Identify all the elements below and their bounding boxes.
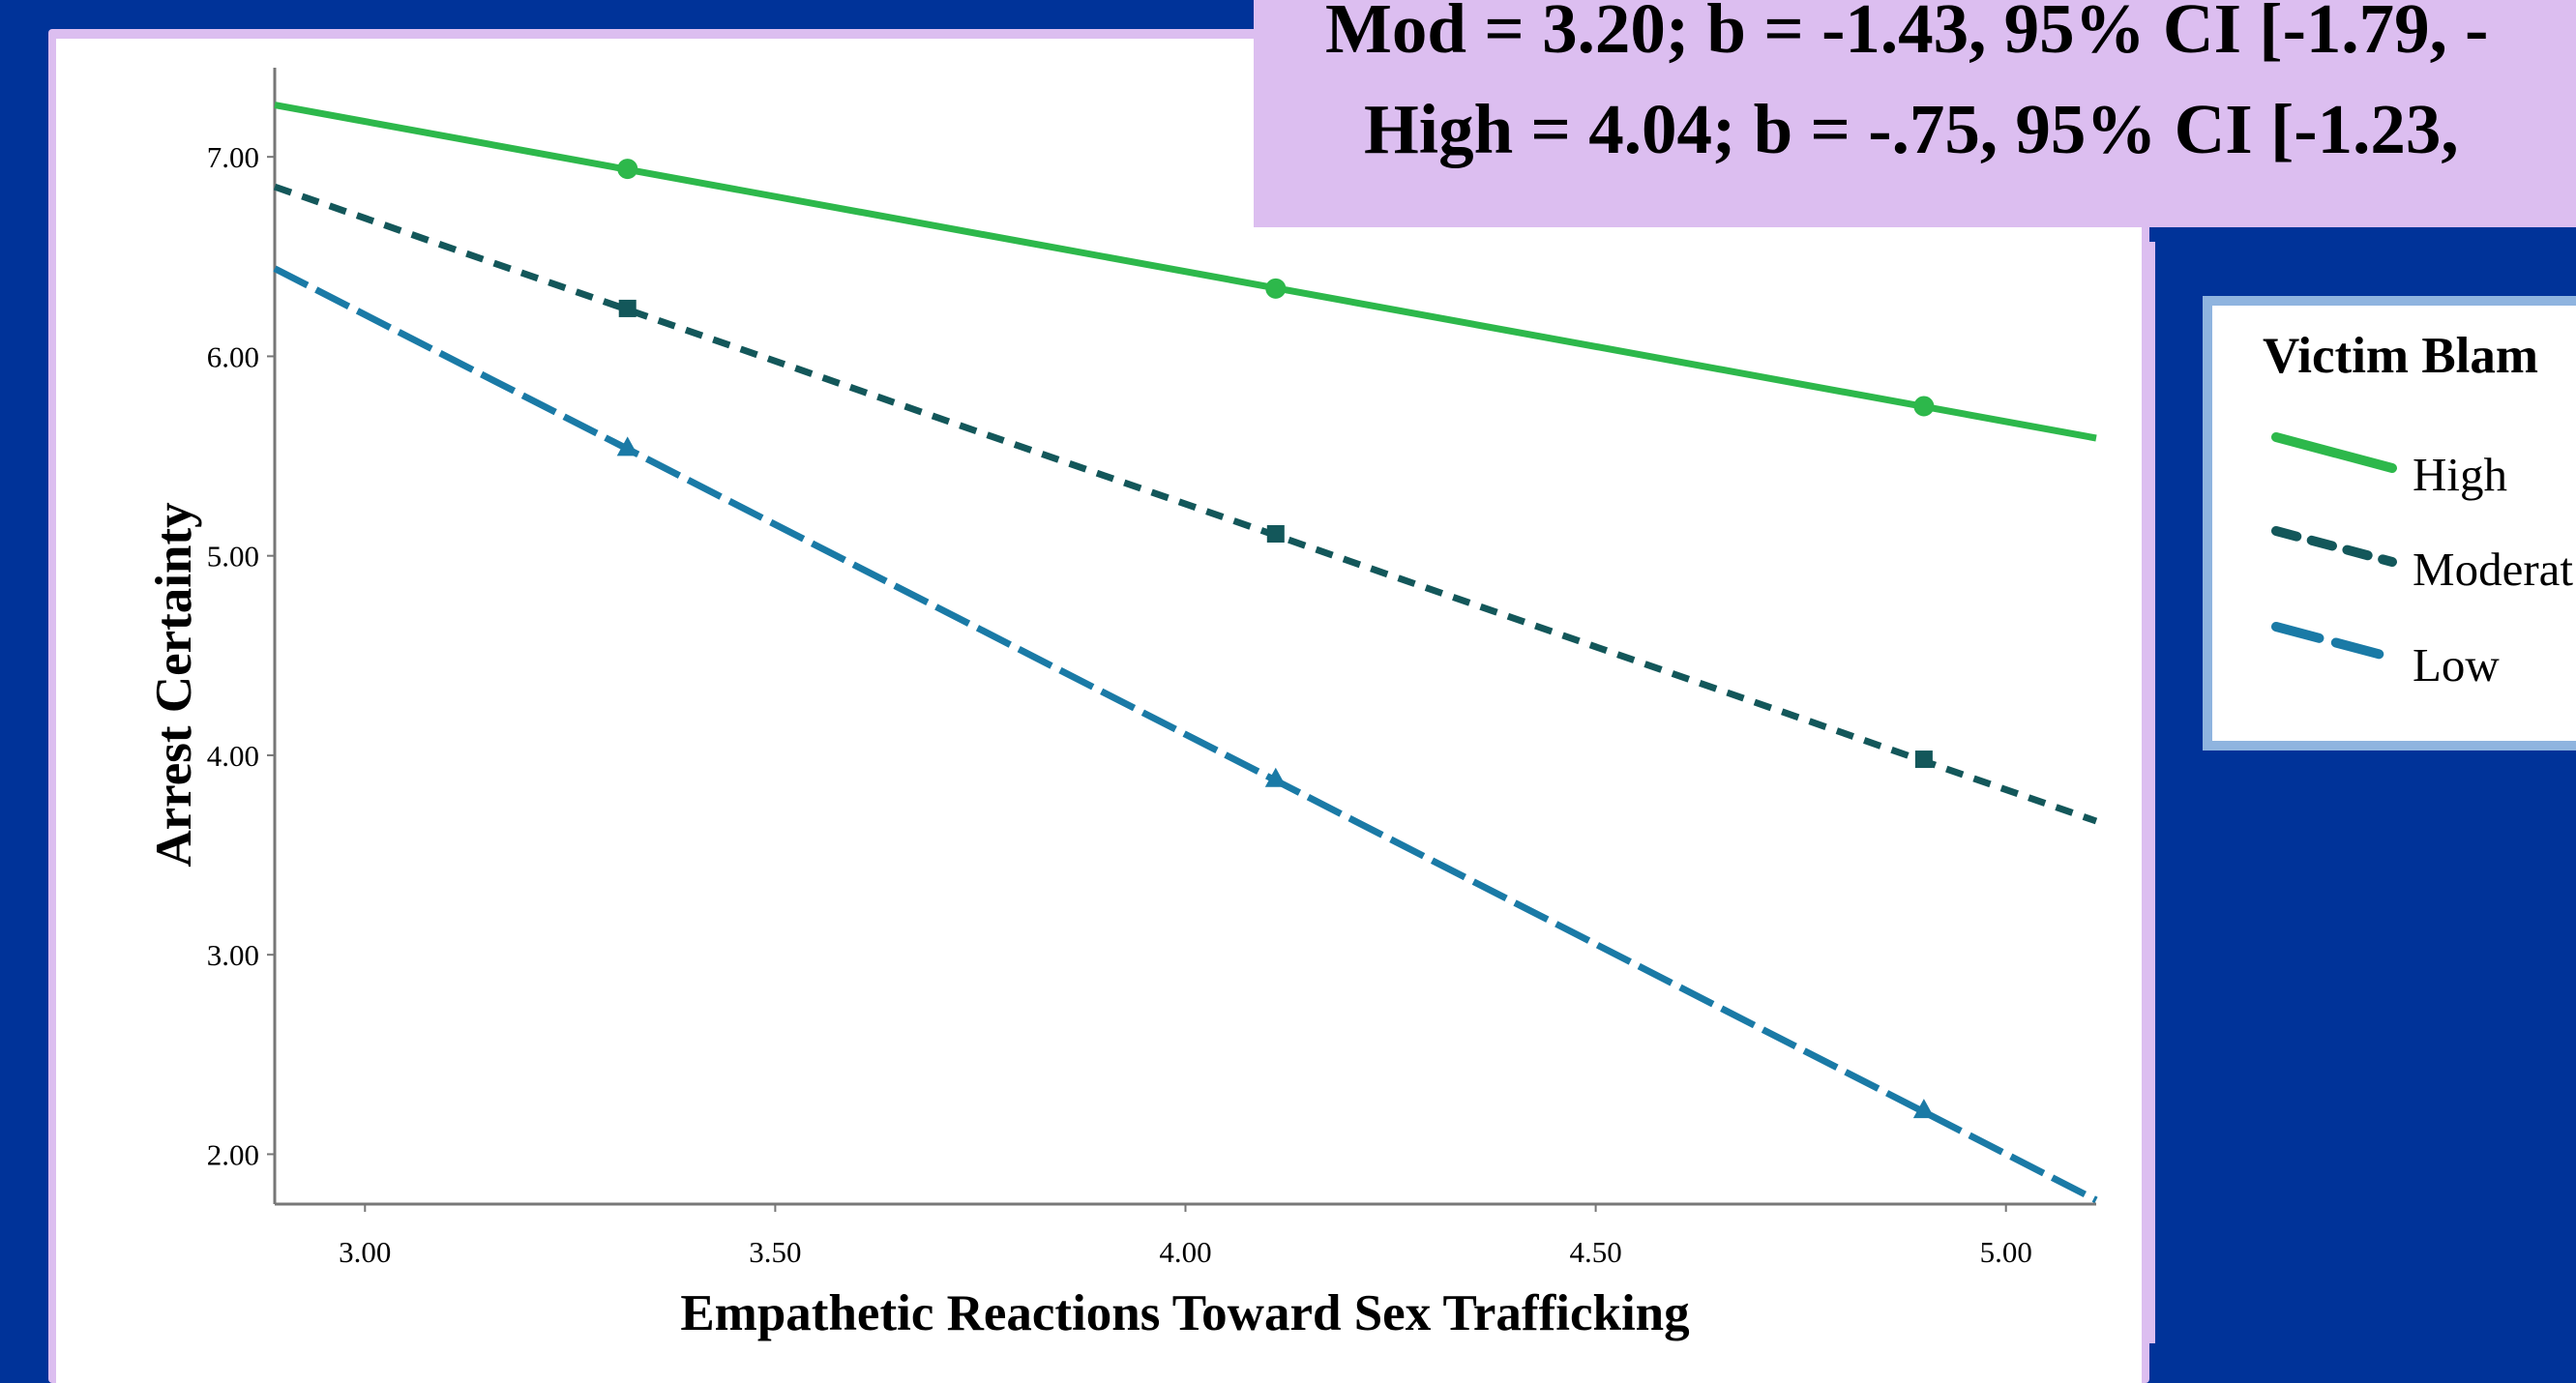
legend-label-moderate: Moderat [2413, 543, 2573, 596]
x-tick-label: 4.50 [1569, 1235, 1621, 1269]
chart-svg: 3.00 3.50 4.00 4.50 5.00 2.00 3.00 4.00 5.00 6.00… [56, 39, 2142, 1383]
legend-label-low: Low [2413, 638, 2500, 692]
x-tick-label: 5.00 [1980, 1235, 2032, 1269]
y-tick-label: 4.00 [207, 739, 259, 773]
x-tick-label: 3.50 [749, 1235, 801, 1269]
stats-line-moderate: Mod = 3.20; b = -1.43, 95% CI [-1.79, - [1325, 0, 2489, 68]
legend-swatch-low [2271, 622, 2397, 662]
x-tick-label: 3.00 [339, 1235, 391, 1269]
stats-line-high: High = 4.04; b = -.75, 95% CI [-1.23, [1364, 90, 2459, 168]
legend-title: Victim Blam [2263, 328, 2539, 384]
data-point-high [617, 159, 638, 180]
series-line-moderat [273, 183, 2098, 825]
legend: Victim Blam High Moderat Low [2203, 296, 2576, 750]
chart-panel: 3.00 3.50 4.00 4.50 5.00 2.00 3.00 4.00 5.00 6.00… [48, 29, 2149, 1383]
y-axis-label: Arrest Certainty [146, 502, 202, 867]
legend-label-high: High [2413, 448, 2507, 501]
plot-background [56, 39, 2142, 1383]
x-axis-label: Empathetic Reactions Toward Sex Traffick… [680, 1285, 1689, 1341]
series-line-high [274, 102, 2097, 442]
data-point-high [1913, 396, 1935, 417]
y-tick-label: 7.00 [207, 140, 259, 174]
data-point-low [1264, 767, 1287, 787]
stats-box: Mod = 3.20; b = -1.43, 95% CI [-1.79, - … [1254, 0, 2576, 227]
y-tick-label: 6.00 [207, 339, 259, 373]
legend-swatch-moderate [2271, 526, 2397, 567]
data-point-moderat [1914, 750, 1933, 769]
y-tick-label: 2.00 [207, 1137, 259, 1171]
data-point-low [616, 436, 638, 456]
y-tick-label: 5.00 [207, 540, 259, 574]
data-point-low [1912, 1099, 1935, 1119]
data-point-high [1265, 278, 1287, 299]
data-point-moderat [1266, 525, 1285, 543]
x-tick-label: 4.00 [1159, 1235, 1211, 1269]
y-tick-label: 3.00 [207, 938, 259, 972]
series-line-low [273, 265, 2098, 1203]
data-point-moderat [618, 299, 637, 317]
legend-swatch-high [2271, 432, 2397, 473]
